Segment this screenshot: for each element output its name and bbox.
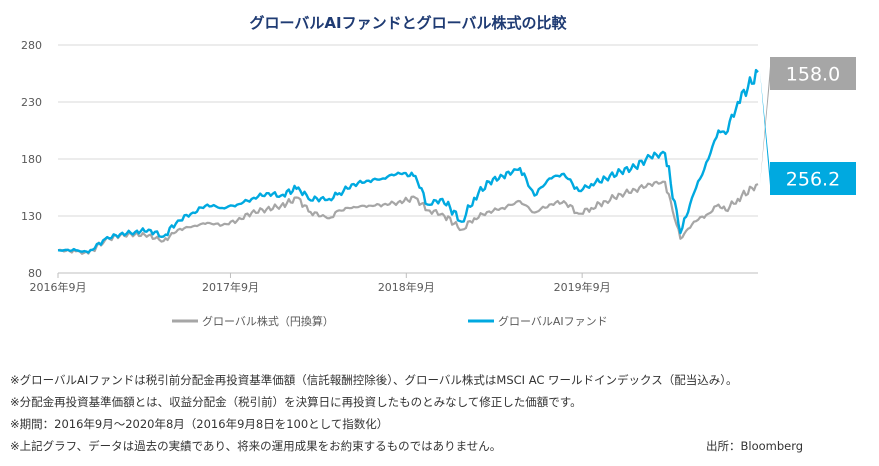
y-tick-label: 280 — [21, 39, 42, 52]
series-line-global-equity — [57, 180, 759, 255]
x-tick-label: 2016年9月 — [30, 280, 87, 294]
chart-title: グローバルAIファンドとグローバル株式の比較 — [250, 14, 568, 32]
series-line-global-ai-fund — [57, 68, 759, 254]
end-labels: 158.0 256.2 — [760, 57, 856, 195]
legend-label: グローバルAIファンド — [498, 314, 608, 328]
note-2: ※分配金再投資基準価額とは、収益分配金（税引前）を決算日に再投資したものとみなし… — [10, 395, 582, 409]
end-label-pointer — [760, 72, 770, 186]
note-1: ※グローバルAIファンドは税引前分配金再投資基準価額（信託報酬控除後）、グローバ… — [10, 373, 738, 387]
chart: グローバルAIファンドとグローバル株式の比較 80 130 180 230 280 201… — [21, 14, 856, 328]
note-3: ※期間：2016年9月～2020年8月（2016年9月8日を100として指数化） — [10, 417, 389, 431]
series-lines — [57, 68, 759, 255]
source-label: 出所：Bloomberg — [706, 439, 804, 453]
legend: グローバル株式（円換算） グローバルAIファンド — [172, 314, 608, 328]
end-value-label: 256.2 — [786, 169, 840, 191]
x-tick-label: 2017年9月 — [202, 280, 259, 294]
end-label-box — [770, 57, 856, 90]
x-tick-label: 2019年9月 — [554, 280, 611, 294]
legend-label: グローバル株式（円換算） — [202, 314, 334, 328]
x-tick-label: 2018年9月 — [378, 280, 435, 294]
end-label-box — [770, 162, 856, 195]
y-tick-label: 230 — [21, 96, 42, 109]
y-tick-label: 80 — [28, 267, 42, 280]
y-tick-label: 180 — [21, 153, 42, 166]
grid-lines — [58, 44, 758, 217]
axes: 80 130 180 230 280 2016年9月 2017年9月 2018年9月 2019年… — [21, 39, 758, 294]
y-tick-label: 130 — [21, 210, 42, 223]
end-value-label: 158.0 — [786, 64, 840, 86]
note-4: ※上記グラフ、データは過去の実績であり、将来の運用成果をお約束するものではありま… — [10, 439, 502, 453]
